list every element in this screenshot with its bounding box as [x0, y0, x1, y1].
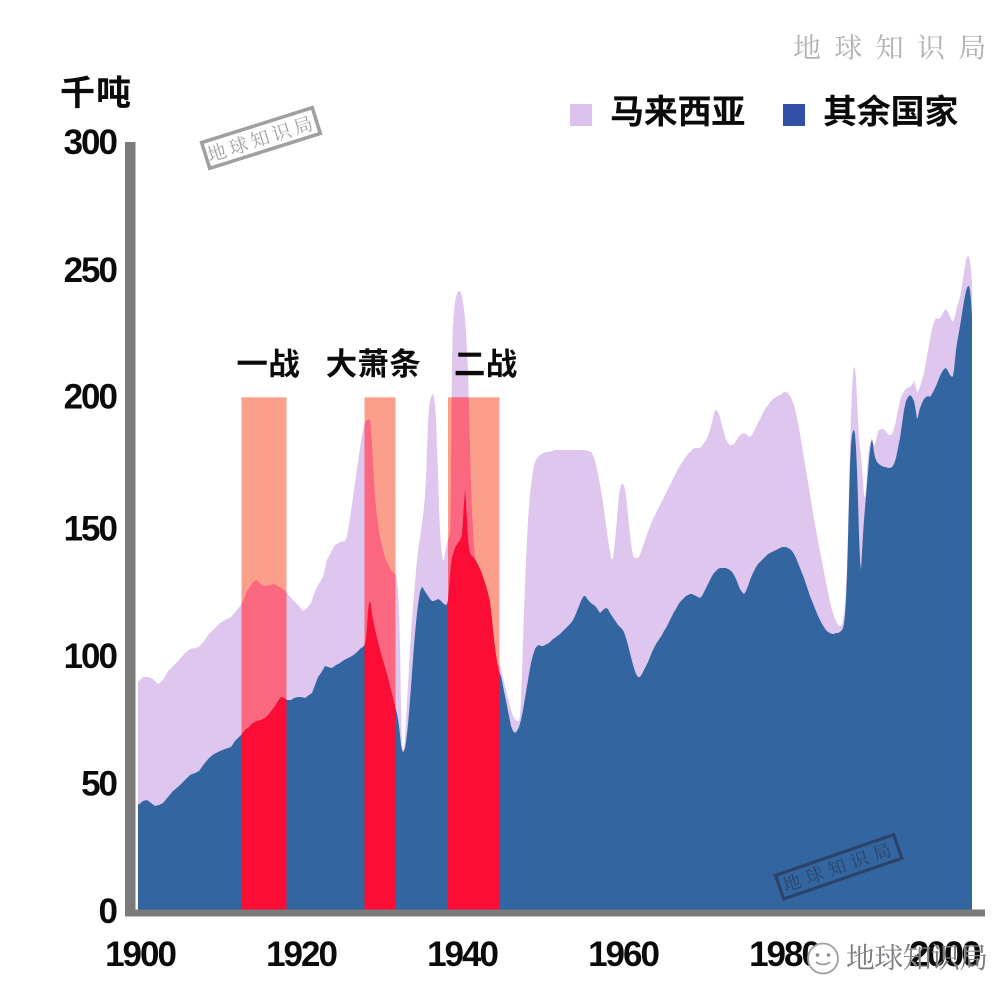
- svg-text:300: 300: [64, 123, 118, 162]
- svg-text:200: 200: [64, 378, 118, 417]
- svg-text:1940: 1940: [427, 935, 498, 974]
- svg-text:0: 0: [99, 892, 118, 931]
- svg-text:1900: 1900: [105, 935, 176, 974]
- svg-text:1920: 1920: [266, 935, 337, 974]
- svg-text:150: 150: [64, 510, 118, 549]
- svg-text:100: 100: [64, 637, 118, 676]
- svg-text:2000: 2000: [909, 935, 980, 974]
- svg-text:250: 250: [64, 251, 118, 290]
- svg-text:1960: 1960: [588, 935, 659, 974]
- svg-text:2000: 2000: [910, 935, 981, 974]
- svg-text:50: 50: [81, 765, 117, 804]
